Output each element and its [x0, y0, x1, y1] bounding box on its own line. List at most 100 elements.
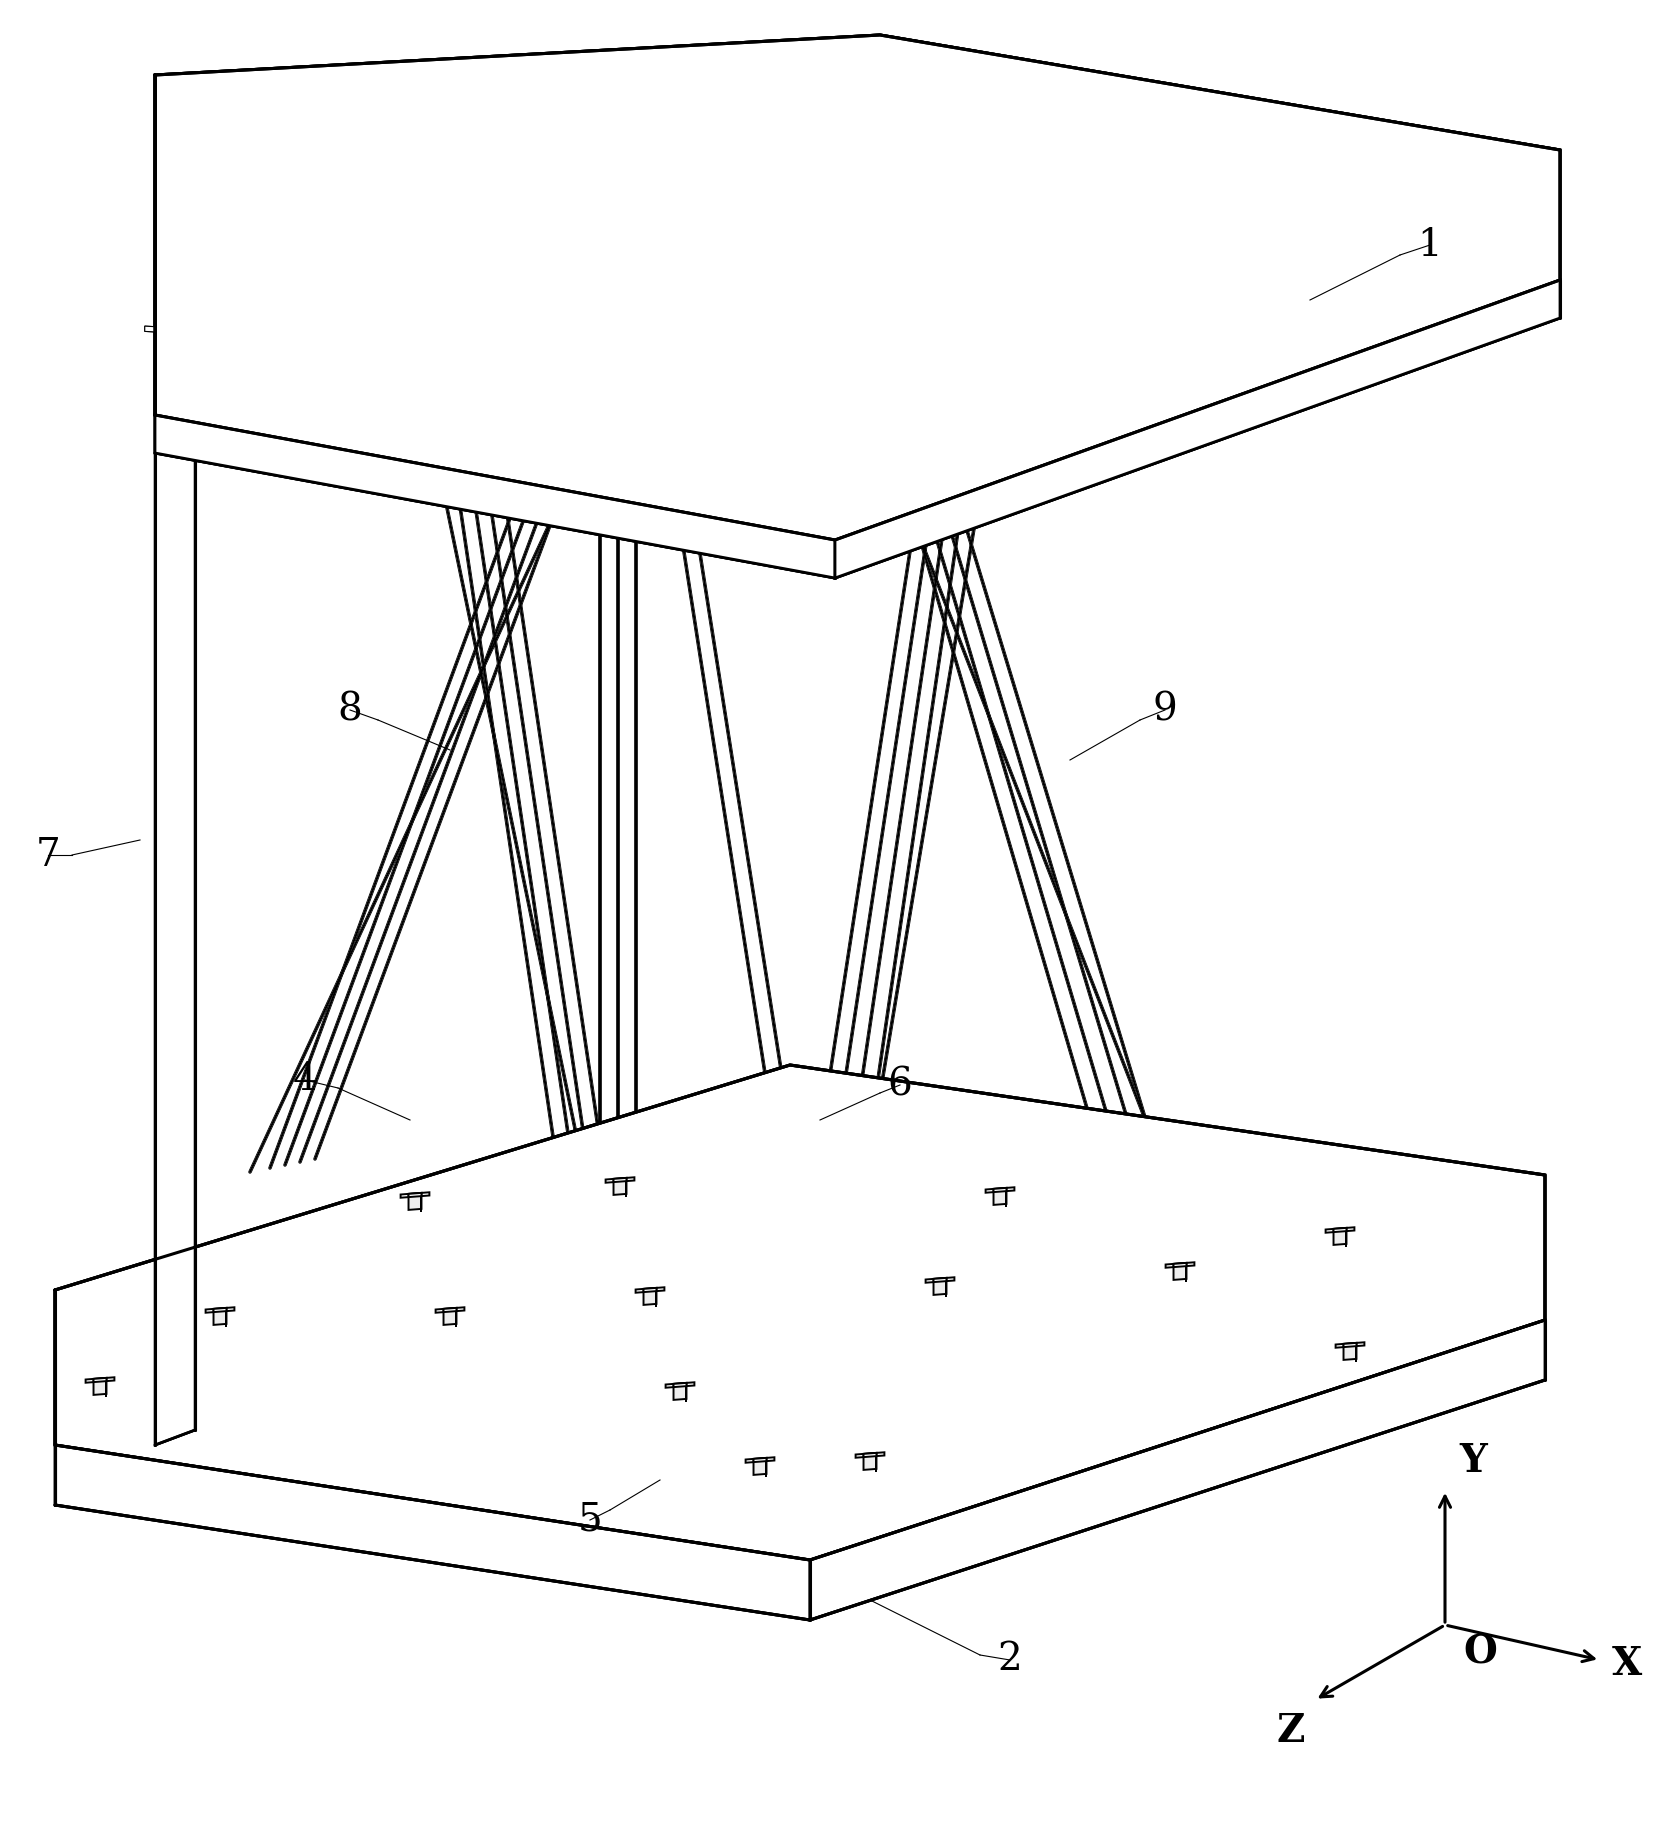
Polygon shape — [583, 314, 593, 319]
Polygon shape — [835, 279, 1560, 579]
Polygon shape — [673, 1383, 686, 1387]
Polygon shape — [565, 301, 575, 307]
Polygon shape — [1306, 252, 1316, 259]
Polygon shape — [925, 1278, 955, 1283]
Polygon shape — [546, 310, 556, 318]
Polygon shape — [694, 69, 706, 75]
Polygon shape — [933, 1278, 947, 1283]
Polygon shape — [409, 1194, 422, 1210]
Polygon shape — [154, 144, 164, 150]
Polygon shape — [55, 1066, 1545, 1560]
Polygon shape — [1284, 124, 1296, 130]
Polygon shape — [360, 256, 620, 414]
Polygon shape — [713, 80, 723, 86]
Polygon shape — [1267, 133, 1277, 141]
Polygon shape — [262, 274, 272, 279]
Polygon shape — [181, 328, 191, 334]
Polygon shape — [154, 35, 1560, 540]
Polygon shape — [993, 1188, 1007, 1204]
Polygon shape — [1344, 1343, 1357, 1347]
Polygon shape — [583, 314, 593, 319]
Polygon shape — [1344, 1343, 1357, 1360]
Polygon shape — [1322, 243, 1334, 248]
Polygon shape — [779, 387, 791, 394]
Text: Y: Y — [1458, 1442, 1487, 1480]
Polygon shape — [630, 374, 890, 418]
Text: 5: 5 — [578, 1502, 603, 1538]
Polygon shape — [1306, 252, 1316, 259]
Polygon shape — [443, 1309, 457, 1312]
Polygon shape — [1306, 232, 1316, 237]
Polygon shape — [541, 95, 779, 245]
Polygon shape — [676, 78, 688, 84]
Polygon shape — [55, 1445, 811, 1621]
Polygon shape — [191, 146, 201, 151]
Polygon shape — [256, 135, 493, 285]
Polygon shape — [746, 1458, 774, 1462]
Polygon shape — [1013, 97, 1023, 102]
Polygon shape — [565, 323, 575, 328]
Polygon shape — [256, 135, 493, 285]
Polygon shape — [694, 69, 706, 75]
Polygon shape — [425, 95, 435, 100]
Polygon shape — [279, 265, 291, 270]
Polygon shape — [256, 272, 493, 314]
Polygon shape — [1267, 133, 1277, 141]
Polygon shape — [1174, 1263, 1186, 1279]
Polygon shape — [407, 104, 417, 110]
Polygon shape — [900, 201, 1159, 360]
Polygon shape — [93, 1378, 106, 1382]
Polygon shape — [830, 206, 1070, 250]
Text: 9: 9 — [1153, 692, 1178, 728]
Polygon shape — [173, 135, 183, 141]
Polygon shape — [256, 272, 493, 314]
Polygon shape — [900, 201, 1159, 360]
Polygon shape — [541, 232, 779, 274]
Polygon shape — [1055, 318, 1065, 323]
Polygon shape — [864, 1453, 877, 1469]
Polygon shape — [855, 1453, 884, 1458]
Polygon shape — [1174, 1263, 1186, 1267]
Text: 6: 6 — [887, 1066, 912, 1104]
Polygon shape — [546, 310, 556, 318]
Text: 8: 8 — [337, 692, 362, 728]
Polygon shape — [191, 146, 201, 151]
Polygon shape — [297, 276, 309, 281]
Polygon shape — [400, 1192, 430, 1197]
Polygon shape — [163, 338, 173, 343]
Polygon shape — [1055, 297, 1065, 303]
Polygon shape — [1302, 137, 1314, 142]
Polygon shape — [1055, 318, 1065, 323]
Polygon shape — [830, 71, 1070, 219]
Polygon shape — [630, 232, 890, 389]
Polygon shape — [779, 367, 791, 372]
Polygon shape — [673, 1383, 686, 1400]
Polygon shape — [443, 1309, 457, 1325]
Polygon shape — [1073, 308, 1083, 314]
Polygon shape — [360, 400, 620, 443]
Polygon shape — [279, 285, 291, 292]
Polygon shape — [762, 376, 772, 381]
Polygon shape — [835, 279, 1560, 579]
Polygon shape — [1036, 307, 1046, 312]
Polygon shape — [1302, 137, 1314, 142]
Polygon shape — [977, 95, 987, 100]
Polygon shape — [435, 1307, 465, 1312]
Polygon shape — [630, 374, 890, 418]
Polygon shape — [754, 1458, 766, 1475]
Polygon shape — [676, 78, 688, 84]
Polygon shape — [443, 106, 453, 111]
Polygon shape — [360, 400, 620, 443]
Text: O: O — [1463, 1633, 1497, 1672]
Polygon shape — [900, 345, 1159, 389]
Polygon shape — [1325, 1226, 1354, 1232]
Polygon shape — [541, 95, 779, 245]
Polygon shape — [797, 378, 809, 383]
Text: 2: 2 — [998, 1641, 1023, 1679]
Text: 7: 7 — [35, 836, 60, 874]
Polygon shape — [1287, 241, 1297, 246]
Polygon shape — [154, 144, 164, 150]
Polygon shape — [995, 106, 1005, 111]
Polygon shape — [214, 1309, 226, 1325]
Polygon shape — [977, 95, 987, 100]
